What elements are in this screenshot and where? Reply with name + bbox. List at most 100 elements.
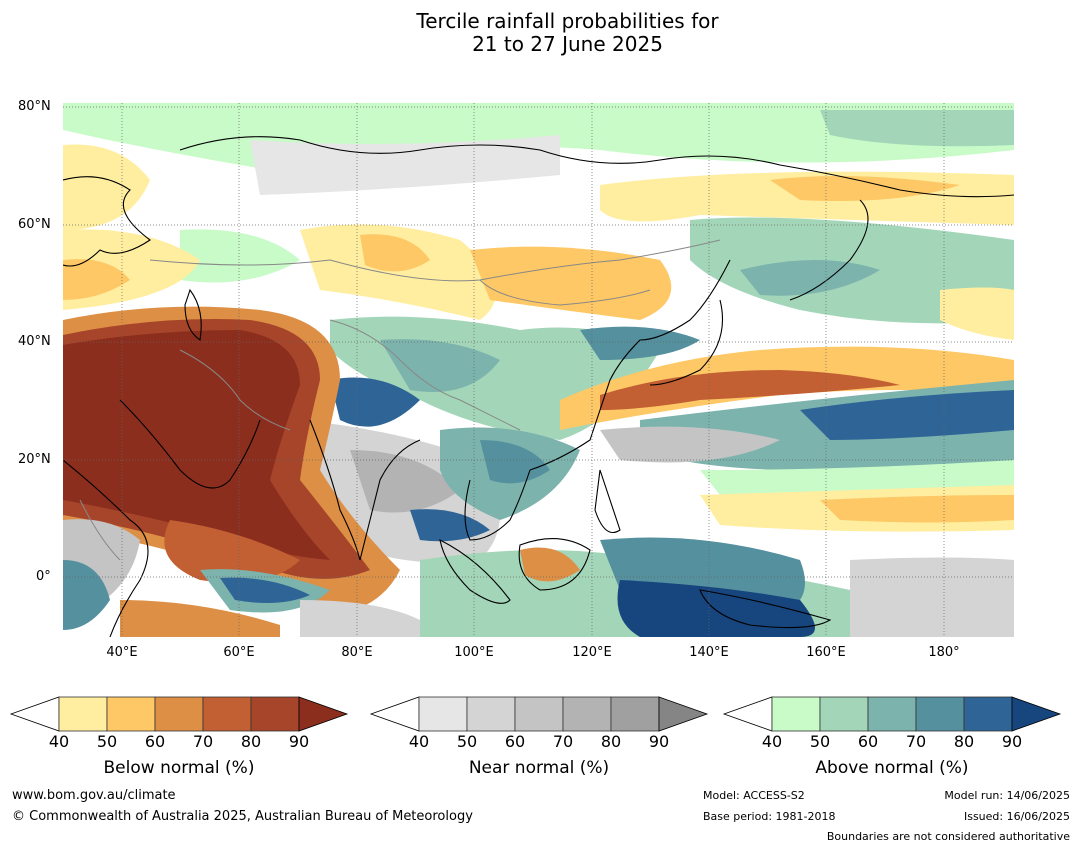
coastline-new-guinea — [699, 589, 832, 629]
colorbar-below-tick: 90 — [288, 732, 310, 751]
border-china-west — [329, 319, 521, 431]
region-above-arctic-2 — [820, 110, 1014, 147]
region-near-indian-ocean-east — [300, 600, 420, 637]
colorbar-above-segment — [963, 696, 1013, 732]
region-above-east-inner — [740, 260, 880, 296]
colorbar-above-tick: 70 — [905, 732, 927, 751]
region-above-china-deep — [330, 377, 420, 427]
region-near-maritime-east — [850, 557, 1014, 637]
lon-label: 160°E — [806, 645, 846, 660]
colorbar-above-segment — [771, 696, 821, 732]
region-below-indian-ocean — [120, 600, 280, 637]
colorbar-below-title: Below normal (%) — [103, 758, 255, 778]
region-above-indian-ocean-deep — [220, 577, 310, 604]
lon-label: 100°E — [454, 645, 494, 660]
coastline-kamchatka — [789, 199, 869, 301]
lon-label: 80°E — [341, 645, 373, 660]
border-africa — [79, 499, 121, 561]
region-below-central-asia — [300, 224, 496, 320]
region-below-me-core — [63, 330, 330, 560]
colorbar-below-high-extend — [298, 696, 349, 732]
coastline-europe — [63, 176, 151, 267]
coastline-india — [309, 419, 421, 561]
region-above-korea — [580, 326, 700, 360]
colorbar-near-tick: 40 — [408, 732, 430, 751]
colorbar-above-tick: 40 — [761, 732, 783, 751]
footer-copyright: © Commonwealth of Australia 2025, Austra… — [12, 809, 473, 824]
region-below-arabian-sea — [164, 520, 300, 583]
colorbars — [9, 696, 1062, 732]
coastline-caspian — [184, 288, 202, 341]
colorbar-near-title: Near normal (%) — [468, 758, 610, 778]
colorbar-below-segment — [202, 696, 252, 732]
colorbar-near-tick: 90 — [648, 732, 670, 751]
border-russia-south — [149, 239, 721, 282]
colorbar-below-tick: 40 — [48, 732, 70, 751]
coastline-arabia — [119, 399, 261, 489]
footer-website: www.bom.gov.au/climate — [12, 788, 176, 803]
coastline-philippines — [594, 469, 621, 534]
coastline-indochina — [464, 469, 531, 541]
colorbar-near-segment — [610, 696, 660, 732]
region-below-pacific-north — [940, 287, 1014, 340]
region-below-mongolia — [470, 246, 672, 320]
footer-model: Model: ACCESS-S2 — [703, 789, 805, 802]
lon-label: 60°E — [223, 645, 255, 660]
lon-label: 120°E — [572, 645, 612, 660]
chart-title-line1: Tercile rainfall probabilities for — [416, 9, 719, 33]
border-middle-east — [179, 349, 291, 431]
colorbar-above — [722, 696, 1062, 732]
graticule — [63, 103, 1014, 637]
coastline-arctic — [179, 136, 1014, 198]
colorbar-above-tick: 90 — [1001, 732, 1023, 751]
colorbar-near-tick: 60 — [504, 732, 526, 751]
colorbar-near — [369, 696, 709, 732]
colorbar-below — [9, 696, 349, 732]
colorbar-near-segment — [562, 696, 612, 732]
region-below-east-siberia-2 — [770, 176, 960, 201]
footer-boundaries: Boundaries are not considered authoritat… — [826, 830, 1070, 843]
lat-label: 20°N — [18, 452, 51, 467]
lon-label: 40°E — [106, 645, 138, 660]
colorbar-near-segment — [418, 696, 468, 732]
footer-base-period: Base period: 1981-2018 — [703, 810, 836, 823]
coastline-sumatra — [439, 539, 511, 604]
lat-label: 40°N — [18, 334, 51, 349]
colorbar-near-segment — [514, 696, 564, 732]
region-above-siberia-mid — [180, 229, 300, 283]
coastline-borneo — [518, 538, 591, 591]
footer-model-run: Model run: 14/06/2025 — [944, 789, 1070, 802]
colorbar-above-tick: 50 — [809, 732, 831, 751]
colorbar-near-tick: 80 — [600, 732, 622, 751]
region-above-indochina-deep — [480, 440, 550, 484]
colorbar-below-tick: 80 — [240, 732, 262, 751]
colorbar-above-segment — [915, 696, 965, 732]
coastline-africa — [63, 459, 149, 637]
colorbar-above-tick: 60 — [857, 732, 879, 751]
colorbar-below-segment — [58, 696, 108, 732]
region-below-borneo — [520, 547, 580, 582]
lat-label: 80°N — [18, 99, 51, 114]
region-near-bay-inner — [350, 450, 460, 513]
colorbar-above-low-extend — [722, 696, 773, 732]
colorbar-near-high-extend — [658, 696, 709, 732]
colorbar-below-tick: 60 — [144, 732, 166, 751]
region-above-maritime-deep — [617, 580, 815, 637]
lat-label: 0° — [36, 569, 51, 584]
lat-label: 60°N — [18, 217, 51, 232]
region-above-africa — [63, 560, 110, 630]
coastline-japan — [649, 299, 724, 386]
colorbar-below-segment — [250, 696, 300, 732]
colorbar-below-segment — [106, 696, 156, 732]
colorbar-near-segment — [466, 696, 516, 732]
region-below-euro-core — [63, 259, 130, 300]
coastline-east-asia — [529, 259, 731, 471]
region-below-siberia-light — [63, 144, 150, 230]
footer-issued: Issued: 16/06/2025 — [963, 810, 1070, 823]
colorbar-above-tick: 80 — [953, 732, 975, 751]
region-above-bay-deep — [410, 509, 490, 542]
region-near-pacific — [600, 426, 780, 463]
region-above-china-inner — [380, 339, 500, 392]
border-mongolia — [479, 279, 651, 306]
colorbar-below-segment — [154, 696, 204, 732]
